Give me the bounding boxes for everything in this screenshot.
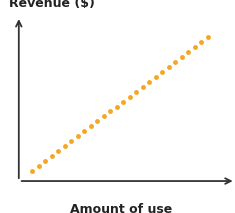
Text: Revenue ($): Revenue ($) (9, 0, 94, 10)
Text: Amount of use: Amount of use (70, 203, 172, 213)
